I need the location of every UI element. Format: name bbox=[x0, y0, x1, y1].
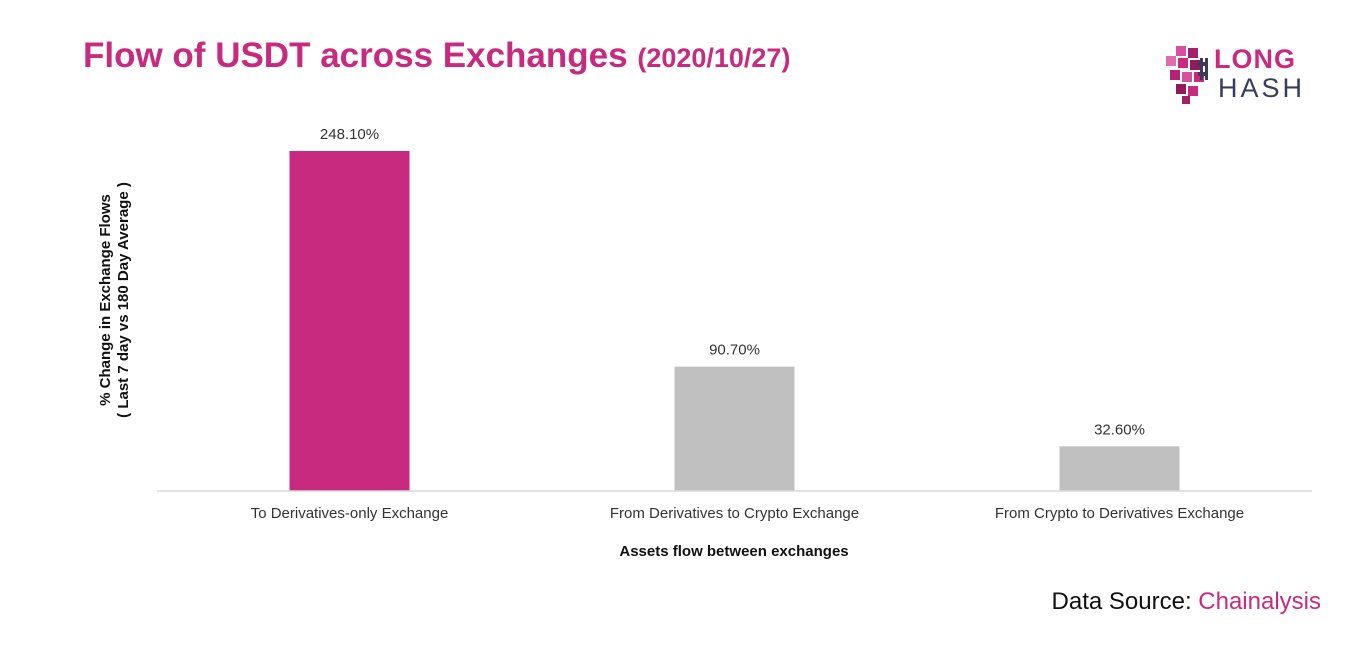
chart-title-main: Flow of USDT across Exchanges bbox=[83, 36, 628, 75]
y-axis-label-line1: % Change in Exchange Flows bbox=[97, 194, 114, 406]
logo-text-long: LONG bbox=[1214, 44, 1296, 74]
x-tick-labels: To Derivatives-only Exchange From Derivat… bbox=[251, 505, 1244, 522]
x-tick-label-2: From Derivatives to Crypto Exchange bbox=[610, 505, 859, 522]
data-label-2: 90.70% bbox=[709, 342, 760, 359]
data-source-name: Chainalysis bbox=[1198, 588, 1321, 615]
y-axis-label-line2: ( Last 7 day vs 180 Day Average ) bbox=[115, 182, 132, 418]
chart-title-date: (2020/10/27) bbox=[637, 43, 791, 73]
data-source-prefix: Data Source: bbox=[1051, 588, 1199, 615]
data-source: Data Source: Chainalysis bbox=[1052, 588, 1321, 616]
logo-text-hash: HASH bbox=[1218, 73, 1306, 103]
x-axis-label: Assets flow between exchanges bbox=[619, 543, 848, 560]
x-tick-label-1: To Derivatives-only Exchange bbox=[251, 505, 449, 522]
y-axis-label: % Change in Exchange Flows ( Last 7 day … bbox=[97, 182, 132, 418]
bar-3 bbox=[1059, 446, 1180, 491]
x-tick-label-3: From Crypto to Derivatives Exchange bbox=[995, 505, 1244, 522]
longhash-logo: LONG HASH bbox=[1162, 42, 1332, 108]
pixel-hash-icon bbox=[1166, 46, 1208, 104]
chart-title: Flow of USDT across Exchanges (2020/10/2… bbox=[83, 36, 790, 76]
bars-group: 248.10% 90.70% 32.60% bbox=[289, 126, 1180, 491]
bar-1 bbox=[289, 151, 410, 491]
bar-2 bbox=[674, 366, 795, 491]
data-label-3: 32.60% bbox=[1094, 421, 1145, 438]
data-label-1: 248.10% bbox=[320, 126, 379, 143]
